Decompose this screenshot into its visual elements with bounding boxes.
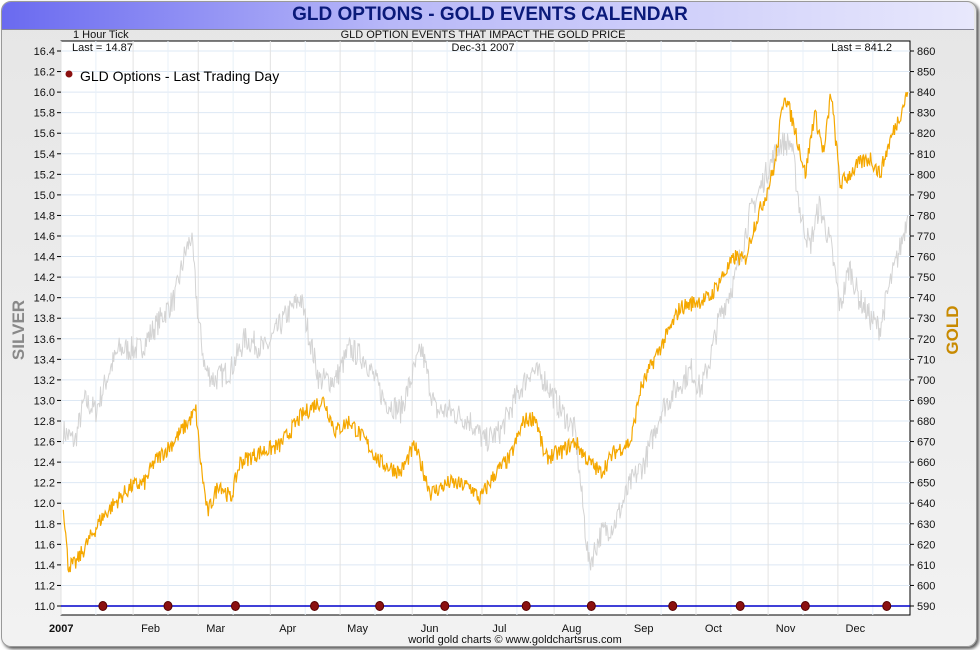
y-tick-label-left: 16.0 xyxy=(34,87,55,99)
y-tick-label-right: 780 xyxy=(917,210,935,222)
event-marker xyxy=(882,601,892,611)
tick-label: 1 Hour Tick xyxy=(73,29,129,41)
y-tick-label-left: 15.8 xyxy=(34,108,55,120)
gold-price-line xyxy=(62,91,909,573)
y-axis-left-label: SILVER xyxy=(9,300,28,360)
y-tick-label-left: 15.4 xyxy=(34,149,55,161)
event-marker xyxy=(375,601,385,611)
y-tick-label-right: 690 xyxy=(917,395,935,407)
y-tick-label-right: 750 xyxy=(917,272,935,284)
x-tick-label: Jul xyxy=(492,623,506,635)
chart-subtitle: GLD OPTION EVENTS THAT IMPACT THE GOLD P… xyxy=(341,29,626,41)
y-tick-label-right: 680 xyxy=(917,416,935,428)
last-silver: Last = 14.87 xyxy=(72,42,133,54)
y-tick-label-right: 720 xyxy=(917,334,935,346)
x-tick-label: May xyxy=(347,623,368,635)
plot-area xyxy=(60,40,911,616)
y-tick-label-right: 660 xyxy=(917,457,935,469)
y-tick-label-left: 14.4 xyxy=(34,252,55,264)
silver-price-line xyxy=(62,132,909,571)
y-tick-label-left: 11.6 xyxy=(34,539,55,551)
y-tick-label-right: 800 xyxy=(917,169,935,181)
y-tick-label-right: 820 xyxy=(917,128,935,140)
y-tick-label-right: 850 xyxy=(917,67,935,79)
x-tick-label: Jun xyxy=(421,623,439,635)
y-tick-label-left: 13.8 xyxy=(34,313,55,325)
legend-marker xyxy=(65,70,73,78)
y-tick-label-right: 740 xyxy=(917,293,935,305)
event-marker xyxy=(163,601,173,611)
event-marker xyxy=(800,601,810,611)
y-tick-label-right: 610 xyxy=(917,560,935,572)
y-tick-label-right: 730 xyxy=(917,313,935,325)
y-tick-label-left: 12.0 xyxy=(34,498,55,510)
y-tick-label-left: 11.2 xyxy=(34,580,55,592)
y-tick-label-right: 630 xyxy=(917,519,935,531)
x-tick-label: Dec xyxy=(846,623,866,635)
y-tick-label-right: 620 xyxy=(917,539,935,551)
x-tick-label: Mar xyxy=(206,623,225,635)
y-tick-label-right: 600 xyxy=(917,580,935,592)
y-tick-label-right: 810 xyxy=(917,149,935,161)
y-tick-label-left: 14.6 xyxy=(34,231,55,243)
y-tick-label-left: 13.2 xyxy=(34,375,55,387)
y-tick-label-left: 15.6 xyxy=(34,128,55,140)
x-tick-label: Feb xyxy=(141,623,160,635)
last-gold: Last = 841.2 xyxy=(831,42,892,54)
y-tick-label-right: 830 xyxy=(917,108,935,120)
event-marker xyxy=(440,601,450,611)
y-tick-label-left: 12.4 xyxy=(34,457,55,469)
y-tick-label-right: 770 xyxy=(917,231,935,243)
x-tick-label: Sep xyxy=(634,623,654,635)
y-tick-label-left: 13.0 xyxy=(34,395,55,407)
y-tick-label-left: 16.2 xyxy=(34,67,55,79)
y-tick-label-left: 13.4 xyxy=(34,354,55,366)
y-tick-label-right: 840 xyxy=(917,87,935,99)
event-marker xyxy=(310,601,320,611)
y-tick-label-right: 640 xyxy=(917,498,935,510)
event-marker xyxy=(521,601,531,611)
y-tick-label-left: 12.2 xyxy=(34,478,55,490)
x-tick-label: Aug xyxy=(562,623,582,635)
y-axis-right-label: GOLD xyxy=(943,305,962,354)
y-tick-label-left: 14.2 xyxy=(34,272,55,284)
y-tick-label-right: 670 xyxy=(917,437,935,449)
event-marker xyxy=(98,601,108,611)
x-tick-label: Apr xyxy=(279,623,296,635)
y-tick-label-left: 12.6 xyxy=(34,437,55,449)
y-tick-label-right: 760 xyxy=(917,252,935,264)
title-bar xyxy=(2,2,974,30)
footer-credit: world gold charts © www.goldchartsrus.co… xyxy=(407,634,622,646)
y-tick-label-left: 11.8 xyxy=(34,519,55,531)
y-tick-label-right: 790 xyxy=(917,190,935,202)
x-tick-label: Oct xyxy=(705,623,722,635)
event-marker xyxy=(586,601,596,611)
y-tick-label-right: 590 xyxy=(917,601,935,613)
y-tick-label-left: 11.0 xyxy=(34,601,55,613)
event-marker xyxy=(230,601,240,611)
y-tick-label-left: 15.0 xyxy=(34,190,55,202)
y-tick-label-right: 700 xyxy=(917,375,935,387)
legend-label: GLD Options - Last Trading Day xyxy=(80,68,279,84)
event-marker xyxy=(735,601,745,611)
y-tick-label-left: 11.4 xyxy=(34,560,55,572)
y-tick-label-left: 14.8 xyxy=(34,210,55,222)
y-tick-label-left: 15.2 xyxy=(34,169,55,181)
y-tick-label-left: 14.0 xyxy=(34,293,55,305)
y-tick-label-left: 13.6 xyxy=(34,334,55,346)
chart-title: GLD OPTIONS - GOLD EVENTS CALENDAR xyxy=(292,4,688,25)
event-marker xyxy=(668,601,678,611)
date-label: Dec-31 2007 xyxy=(452,42,515,54)
y-tick-label-right: 650 xyxy=(917,478,935,490)
y-tick-label-right: 860 xyxy=(917,46,935,58)
x-tick-label: Nov xyxy=(776,623,796,635)
y-tick-label-left: 12.8 xyxy=(34,416,55,428)
y-tick-label-left: 16.4 xyxy=(34,46,55,58)
x-tick-label: 2007 xyxy=(49,623,73,635)
y-tick-label-right: 710 xyxy=(917,354,935,366)
